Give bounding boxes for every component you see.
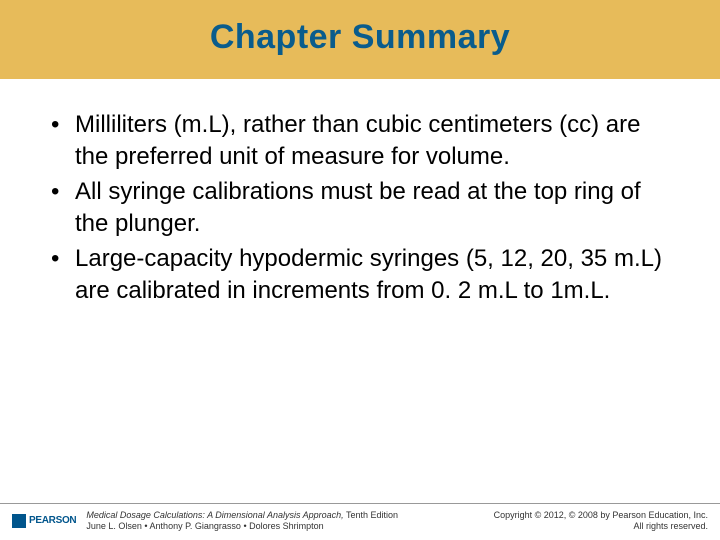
slide-title: Chapter Summary: [0, 18, 720, 57]
list-item: Large-capacity hypodermic syringes (5, 1…: [45, 243, 675, 308]
book-authors: June L. Olsen • Anthony P. Giangrasso • …: [86, 521, 398, 532]
list-item: All syringe calibrations must be read at…: [45, 176, 675, 241]
slide: Chapter Summary Milliliters (m.L), rathe…: [0, 0, 720, 540]
book-title-line: Medical Dosage Calculations: A Dimension…: [86, 510, 398, 521]
book-title: Medical Dosage Calculations: A Dimension…: [86, 510, 343, 520]
footer: PEARSON Medical Dosage Calculations: A D…: [0, 503, 720, 540]
copyright-text: Copyright © 2012, © 2008 by Pearson Educ…: [494, 510, 708, 521]
publisher-logo: PEARSON: [12, 514, 76, 528]
footer-right: Copyright © 2012, © 2008 by Pearson Educ…: [494, 510, 708, 533]
book-info: Medical Dosage Calculations: A Dimension…: [86, 510, 398, 533]
logo-icon: [12, 514, 26, 528]
footer-left: PEARSON Medical Dosage Calculations: A D…: [12, 510, 398, 533]
book-edition: Tenth Edition: [344, 510, 398, 520]
rights-text: All rights reserved.: [494, 521, 708, 532]
logo-text: PEARSON: [29, 515, 76, 526]
list-item: Milliliters (m.L), rather than cubic cen…: [45, 109, 675, 174]
content-area: Milliliters (m.L), rather than cubic cen…: [0, 79, 720, 307]
title-band: Chapter Summary: [0, 0, 720, 79]
bullet-list: Milliliters (m.L), rather than cubic cen…: [45, 109, 675, 307]
